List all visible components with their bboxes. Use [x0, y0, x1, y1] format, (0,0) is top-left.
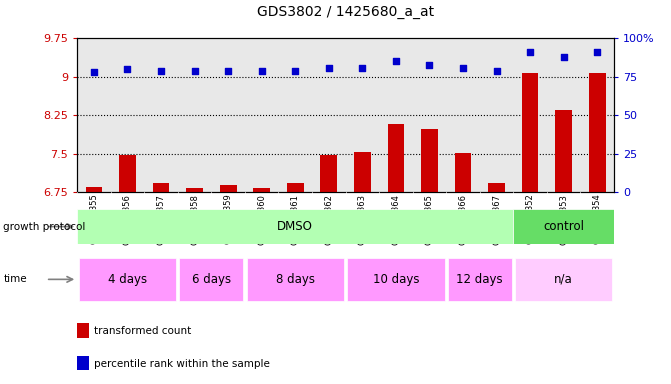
Text: GSM447364: GSM447364 [391, 194, 401, 245]
Bar [180, 258, 243, 301]
Text: GSM447354: GSM447354 [592, 194, 602, 245]
Text: GSM447357: GSM447357 [156, 194, 166, 245]
Bar [421, 129, 438, 192]
Text: 8 days: 8 days [276, 273, 315, 286]
Bar [488, 183, 505, 192]
Text: 12 days: 12 days [456, 273, 503, 286]
Text: control: control [543, 220, 584, 233]
Bar [254, 189, 270, 192]
Bar [354, 152, 371, 192]
Point [156, 68, 166, 74]
Text: GSM447363: GSM447363 [358, 194, 367, 245]
Bar [86, 187, 103, 192]
Text: GSM447366: GSM447366 [458, 194, 468, 245]
Point [592, 49, 603, 55]
Text: 10 days: 10 days [372, 273, 419, 286]
Text: GSM447358: GSM447358 [190, 194, 199, 245]
Point [223, 68, 234, 74]
Bar [589, 73, 606, 192]
Text: time: time [3, 274, 27, 285]
Bar [77, 323, 89, 338]
Text: 6 days: 6 days [192, 273, 231, 286]
Point [525, 49, 535, 55]
Text: DMSO: DMSO [277, 220, 313, 233]
Bar [448, 258, 512, 301]
Text: GSM447356: GSM447356 [123, 194, 132, 245]
Text: GSM447361: GSM447361 [291, 194, 300, 245]
Bar [153, 183, 170, 192]
Text: GSM447362: GSM447362 [324, 194, 333, 245]
Point [558, 54, 569, 60]
Point [122, 66, 133, 72]
Text: GSM447352: GSM447352 [525, 194, 535, 245]
Bar [77, 209, 513, 244]
Bar [247, 258, 344, 301]
Text: GSM447365: GSM447365 [425, 194, 434, 245]
Bar [187, 188, 203, 192]
Bar [79, 258, 176, 301]
Text: GSM447360: GSM447360 [257, 194, 266, 245]
Point [290, 68, 301, 74]
Point [323, 65, 334, 71]
Bar [119, 155, 136, 192]
Text: growth protocol: growth protocol [3, 222, 86, 232]
Text: GSM447367: GSM447367 [492, 194, 501, 245]
Bar [388, 124, 405, 192]
Text: GSM447353: GSM447353 [559, 194, 568, 245]
Bar [455, 153, 472, 192]
Text: GSM447355: GSM447355 [89, 194, 99, 245]
Bar [513, 209, 614, 244]
Bar [348, 258, 445, 301]
Point [189, 68, 200, 74]
Text: 4 days: 4 days [108, 273, 147, 286]
Point [458, 65, 468, 71]
Point [491, 68, 502, 74]
Point [357, 65, 368, 71]
Point [89, 69, 99, 75]
Bar [77, 356, 89, 370]
Bar [556, 110, 572, 192]
Text: percentile rank within the sample: percentile rank within the sample [95, 359, 270, 369]
Bar [522, 73, 539, 192]
Bar [287, 183, 304, 192]
Point [424, 61, 435, 68]
Text: n/a: n/a [554, 273, 573, 286]
Text: transformed count: transformed count [95, 326, 192, 336]
Point [256, 68, 267, 74]
Text: GSM447359: GSM447359 [223, 194, 233, 245]
Bar [515, 258, 613, 301]
Bar [220, 185, 237, 192]
Point [391, 58, 401, 65]
Text: GDS3802 / 1425680_a_at: GDS3802 / 1425680_a_at [257, 5, 434, 19]
Bar [321, 155, 338, 192]
